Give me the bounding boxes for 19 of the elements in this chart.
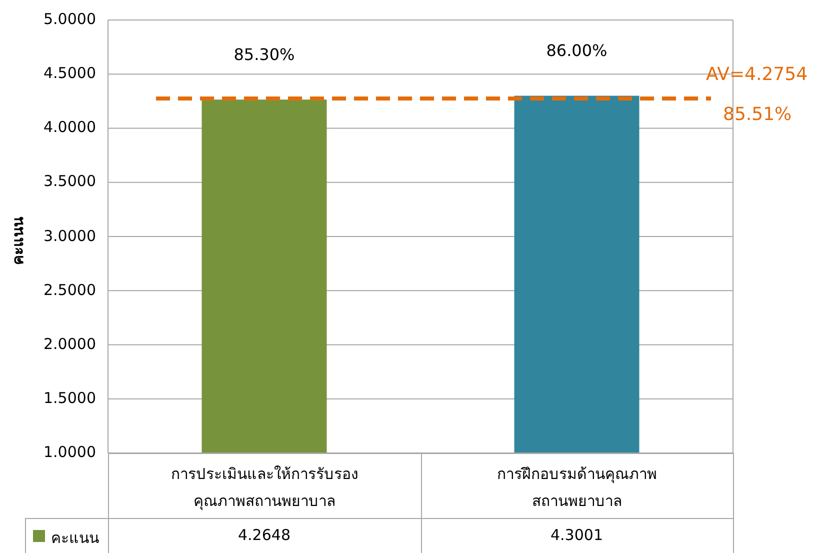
x-tick-label: การประเมินและให้การรับรอง คุณภาพสถานพยาบาล [170, 464, 359, 512]
annotation: 85.30% [232, 44, 296, 64]
y-tick-label: 4.0000 [42, 118, 96, 136]
annotation: 86.00% [545, 40, 608, 60]
y-tick-label: 1.0000 [42, 443, 96, 461]
y-tick-label: 3.0000 [44, 226, 96, 244]
x-tick-label: การฝึกอบรมด้านคุณภาพ สถานพยาบาล [496, 464, 658, 512]
y-tick-label: 5.0000 [42, 10, 96, 28]
y-tick-label: 3.5000 [42, 172, 96, 190]
y-tick-label: 2.0000 [42, 334, 96, 353]
y-axis-title: คะแนน [8, 217, 28, 265]
data-label: 4.2648 [237, 526, 292, 544]
legend-label: คะแนน [51, 528, 99, 549]
data-label: 4.3001 [550, 526, 604, 544]
ref-line-label: AV=4.2754 [706, 64, 808, 86]
y-tick-label: 2.5000 [42, 280, 96, 299]
annotation: 85.51% [723, 104, 792, 126]
y-tick-label: 1.5000 [42, 388, 96, 407]
y-tick-label: 4.5000 [42, 64, 96, 82]
